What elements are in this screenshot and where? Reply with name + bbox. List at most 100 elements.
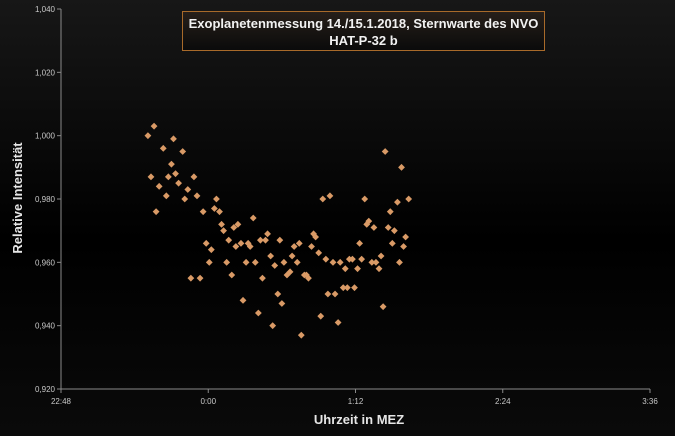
data-point <box>394 198 401 206</box>
data-point <box>196 274 204 282</box>
data-point <box>280 258 288 266</box>
data-points <box>144 122 413 339</box>
data-point <box>199 208 207 216</box>
data-point <box>319 195 327 203</box>
data-point <box>213 195 220 203</box>
data-point <box>317 312 325 320</box>
y-tick-label: 0,940 <box>35 322 56 331</box>
data-point <box>168 160 175 168</box>
data-point <box>288 252 296 260</box>
data-point <box>390 227 398 235</box>
data-point <box>259 274 266 282</box>
x-axis-title: Uhrzeit in MEZ <box>314 412 404 427</box>
data-point <box>210 205 218 212</box>
data-point <box>283 271 291 279</box>
data-point <box>312 233 320 241</box>
data-point <box>278 300 286 307</box>
data-point <box>187 274 195 282</box>
data-point <box>175 179 182 187</box>
data-point <box>267 252 275 260</box>
data-point <box>202 239 210 247</box>
data-point <box>220 227 227 235</box>
data-point <box>375 265 383 273</box>
data-point <box>336 258 344 266</box>
data-point <box>329 258 337 266</box>
data-point <box>225 236 233 244</box>
data-point <box>377 252 385 260</box>
chart-title-box: Exoplanetenmessung 14./15.1.2018, Sternw… <box>182 11 545 51</box>
data-point <box>388 239 396 247</box>
x-axis-ticks: 22:48 0:00 1:12 2:24 3:36 <box>51 389 658 406</box>
data-point <box>356 239 363 247</box>
data-point <box>361 195 369 203</box>
data-point <box>234 220 242 228</box>
data-point <box>170 135 177 143</box>
y-tick-label: 0,960 <box>35 258 56 267</box>
data-point <box>343 284 351 292</box>
data-point <box>341 265 349 273</box>
data-point <box>150 122 158 130</box>
data-point <box>303 271 310 279</box>
data-point <box>237 239 245 247</box>
data-point <box>155 182 163 190</box>
data-point <box>326 192 334 200</box>
y-tick-label: 1,020 <box>35 68 56 77</box>
data-point <box>349 255 356 263</box>
data-point <box>190 173 198 181</box>
data-point <box>396 258 403 266</box>
data-point <box>315 249 323 257</box>
data-point <box>218 220 225 228</box>
data-point <box>193 192 201 200</box>
data-point <box>402 233 410 241</box>
data-point <box>276 236 284 244</box>
data-point <box>184 186 192 193</box>
data-point <box>351 284 358 292</box>
data-point <box>295 239 303 247</box>
data-point <box>216 208 223 216</box>
data-point <box>244 239 252 247</box>
y-tick-label: 0,920 <box>35 385 56 394</box>
data-point <box>249 214 257 222</box>
data-point <box>308 243 315 250</box>
y-tick-label: 0,980 <box>35 195 56 204</box>
data-point <box>324 290 332 298</box>
x-tick-label: 0:00 <box>200 397 216 406</box>
data-point <box>354 265 361 273</box>
y-tick-label: 1,000 <box>35 132 56 141</box>
data-point <box>271 262 279 269</box>
data-point <box>164 173 172 181</box>
data-point <box>246 243 254 250</box>
data-point <box>242 258 250 266</box>
data-point <box>331 290 339 298</box>
data-point <box>230 224 238 231</box>
data-point <box>386 208 394 216</box>
x-tick-label: 22:48 <box>51 397 72 406</box>
y-tick-label: 1,040 <box>35 5 56 14</box>
data-point <box>262 236 269 244</box>
data-point <box>379 303 387 311</box>
data-point <box>310 230 317 238</box>
data-point <box>228 271 236 279</box>
data-point <box>251 258 259 266</box>
data-point <box>232 243 240 250</box>
data-point <box>179 148 187 155</box>
data-point <box>398 163 405 171</box>
data-point <box>147 173 155 181</box>
data-point <box>365 217 373 225</box>
x-tick-label: 3:36 <box>642 397 658 406</box>
data-point <box>205 258 213 266</box>
data-point <box>181 195 189 203</box>
data-point <box>152 208 160 216</box>
data-point <box>257 236 264 244</box>
data-point <box>269 322 277 330</box>
data-point <box>207 246 215 254</box>
data-point <box>286 268 294 276</box>
data-point <box>290 243 298 250</box>
data-point <box>239 296 247 304</box>
x-tick-label: 2:24 <box>495 397 511 406</box>
chart-subtitle: HAT-P-32 b <box>329 33 398 48</box>
data-point <box>322 255 330 263</box>
data-point <box>162 192 170 200</box>
chart-title: Exoplanetenmessung 14./15.1.2018, Sternw… <box>188 16 539 31</box>
